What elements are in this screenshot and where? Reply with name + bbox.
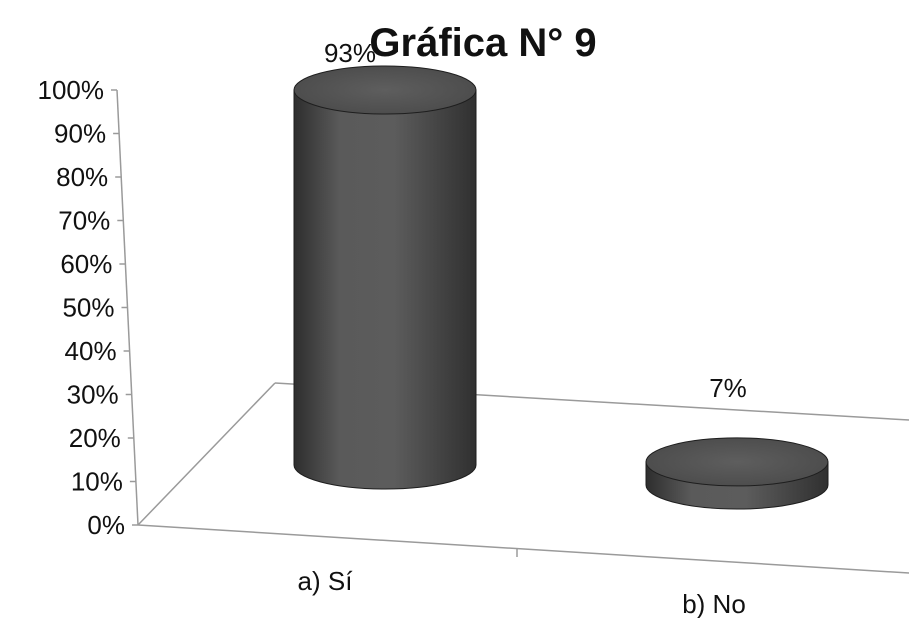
chart-title: Gráfica N° 9 [369,21,596,65]
floor-left-edge [137,382,276,526]
category-label: a) Sí [298,566,354,596]
y-tick-label: 60% [60,249,112,279]
y-tick-label: 70% [58,206,110,236]
y-tick-label: 0% [87,510,125,540]
category-label: b) No [682,589,746,618]
data-label: 7% [709,373,747,403]
y-tick-label: 90% [54,119,106,149]
y-tick-label: 50% [62,293,114,323]
bars [293,65,829,510]
bar-top [645,437,829,487]
y-tick-label: 30% [67,380,119,410]
category-labels: a) Sí b) No [298,566,746,618]
data-labels: 93% 7% [324,38,747,403]
x-axis-line [137,524,909,574]
y-tick-label: 20% [69,423,121,453]
data-label: 93% [324,38,376,68]
bar-body [293,89,477,490]
y-tick-label: 40% [65,336,117,366]
bar [293,65,477,490]
y-ticks: 0% 10% 20% 30% 40% 50% 60% 70% 80% 90% 100% [38,75,138,540]
y-tick-label: 100% [38,75,105,105]
bar [645,437,829,510]
y-tick-label: 10% [71,467,123,497]
y-tick-label: 80% [56,162,108,192]
bar-top [293,65,477,115]
